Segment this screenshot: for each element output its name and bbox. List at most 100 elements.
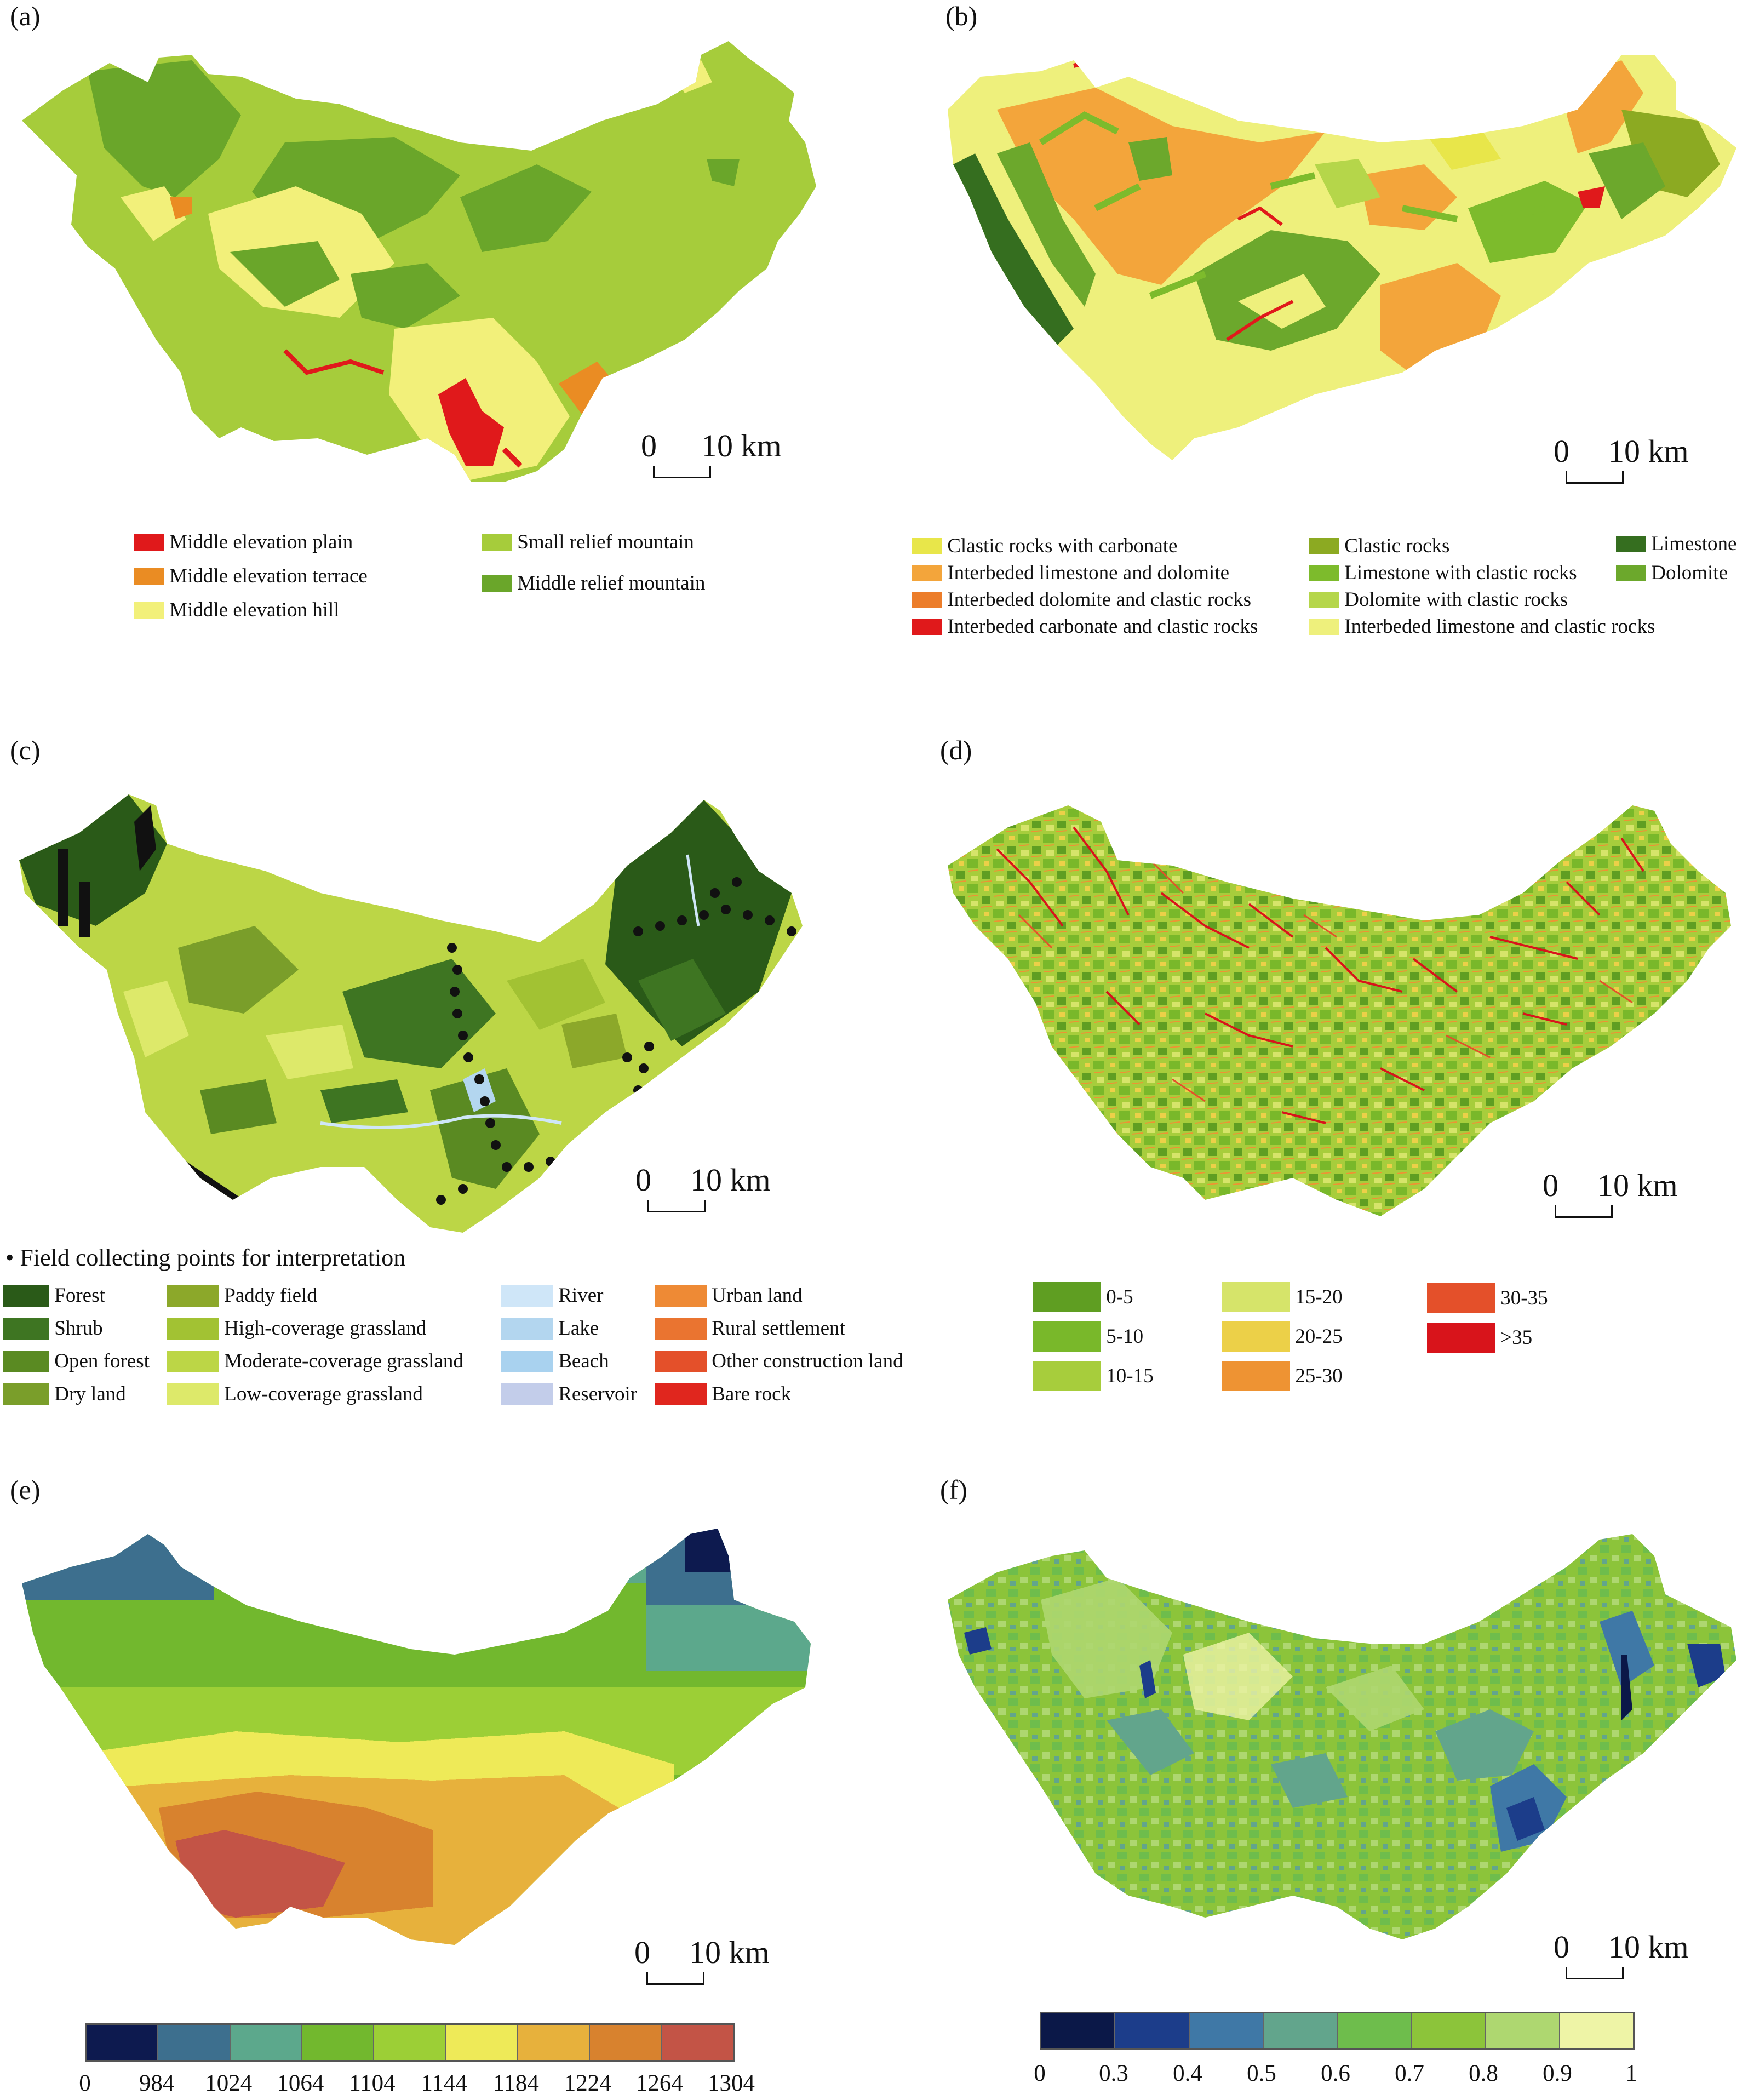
legend-swatch (167, 1350, 219, 1372)
legend-label: >35 (1500, 1326, 1533, 1349)
panel-f-colorbar-ticks: 0 0.3 0.4 0.5 0.6 0.7 0.8 0.9 1 (1034, 2060, 1637, 2090)
legend-item: 10-15 (1033, 1361, 1154, 1391)
legend-item: Other construction land (655, 1348, 903, 1373)
legend-label: Dolomite with clastic rocks (1344, 588, 1568, 611)
legend-swatch (1033, 1361, 1101, 1391)
panel-c-landuse-map (19, 794, 803, 1233)
legend-swatch (3, 1383, 49, 1405)
legend-label: Interbeded dolomite and clastic rocks (947, 588, 1252, 611)
panel-a-landform-map (22, 41, 816, 482)
colorbar-segment (1486, 2013, 1560, 2048)
legend-item: Forest (3, 1282, 105, 1307)
legend-label: Dry land (54, 1383, 126, 1406)
legend-label: Interbeded carbonate and clastic rocks (947, 615, 1258, 638)
legend-item: >35 (1427, 1323, 1532, 1353)
legend-swatch (1616, 535, 1646, 552)
legend-swatch (655, 1317, 707, 1340)
legend-swatch (912, 564, 942, 581)
panel-c-label: (c) (10, 735, 41, 765)
scale-distance-label: 10 km (701, 428, 782, 464)
colorbar-tick-label: 1 (1625, 2061, 1637, 2086)
panel-e-precipitation-map (22, 1529, 811, 1945)
legend-label: Clastic rocks (1344, 535, 1450, 558)
legend-item: Paddy field (167, 1282, 317, 1307)
legend-swatch (1616, 564, 1646, 581)
colorbar-tick-label: 0.8 (1469, 2061, 1498, 2086)
legend-item: Beach (501, 1348, 609, 1373)
legend-label: Reservoir (558, 1383, 638, 1406)
colorbar-segment (374, 2025, 446, 2060)
scale-zero-label: 0 (1554, 433, 1569, 469)
panel-f-colorbar (1040, 2012, 1635, 2050)
legend-swatch (134, 568, 164, 585)
legend-swatch (912, 591, 942, 608)
legend-label: 30-35 (1500, 1287, 1548, 1309)
panel-e-colorbar-ticks: 0 984 1024 1064 1104 1144 1184 1224 1264 1304 (79, 2070, 755, 2100)
legend-item: Clastic rocks (1309, 533, 1449, 558)
legend-label: Interbeded limestone and dolomite (947, 562, 1230, 585)
legend-swatch (655, 1284, 707, 1307)
legend-label: 15-20 (1295, 1286, 1343, 1308)
legend-item: Low-coverage grassland (167, 1381, 423, 1406)
colorbar-tick-label: 1224 (564, 2070, 611, 2096)
scale-distance-label: 10 km (1608, 1929, 1689, 1965)
legend-label: Limestone with clastic rocks (1344, 562, 1577, 585)
legend-label: Rural settlement (712, 1317, 845, 1340)
legend-item: Dry land (3, 1381, 126, 1406)
legend-swatch (1309, 618, 1339, 635)
legend-swatch (1033, 1321, 1101, 1352)
legend-item: 20-25 (1222, 1321, 1343, 1352)
colorbar-segment (518, 2025, 591, 2060)
legend-label: Lake (558, 1317, 599, 1340)
scale-distance-label: 10 km (690, 1162, 771, 1198)
legend-label: 25-30 (1295, 1365, 1343, 1387)
legend-swatch (912, 537, 942, 554)
colorbar-tick-label: 0.6 (1321, 2061, 1350, 2086)
legend-label: River (558, 1284, 604, 1307)
legend-label: 20-25 (1295, 1325, 1343, 1348)
panel-f-vegetation-map (948, 1534, 1736, 1939)
colorbar-segment (87, 2025, 159, 2060)
legend-label: Middle elevation plain (169, 531, 353, 554)
legend-item: Rural settlement (655, 1315, 845, 1340)
legend-label: Forest (54, 1284, 105, 1307)
legend-label: 5-10 (1106, 1325, 1144, 1348)
scale-zero-label: 0 (635, 1162, 651, 1198)
legend-swatch (912, 618, 942, 635)
colorbar-tick-label: 1024 (205, 2070, 253, 2096)
colorbar-segment (1560, 2013, 1633, 2048)
colorbar-tick-label: 0.3 (1099, 2061, 1128, 2086)
panel-d-slope-map (948, 805, 1731, 1216)
legend-item: Middle relief mountain (482, 570, 705, 595)
legend-item: 30-35 (1427, 1283, 1548, 1313)
legend-label: Low-coverage grassland (224, 1383, 423, 1406)
legend-swatch (482, 534, 512, 551)
legend-item: Middle elevation plain (134, 529, 353, 554)
colorbar-tick-label: 1144 (421, 2070, 467, 2096)
legend-label: Bare rock (712, 1383, 792, 1406)
legend-swatch (1222, 1282, 1290, 1312)
scale-distance-label: 10 km (1597, 1168, 1678, 1203)
legend-label: Beach (558, 1350, 609, 1373)
scale-zero-label: 0 (1554, 1929, 1569, 1965)
legend-swatch (1427, 1283, 1495, 1313)
legend-swatch (3, 1350, 49, 1372)
legend-label: Open forest (54, 1350, 150, 1373)
colorbar-segment (1115, 2013, 1190, 2048)
legend-label: Paddy field (224, 1284, 317, 1307)
legend-item: 15-20 (1222, 1282, 1343, 1312)
legend-swatch (1033, 1282, 1101, 1312)
legend-item: 0-5 (1033, 1282, 1133, 1312)
legend-swatch (655, 1383, 707, 1405)
legend-swatch (1309, 591, 1339, 608)
scale-zero-label: 0 (634, 1935, 650, 1970)
legend-label: 0-5 (1106, 1286, 1133, 1308)
legend-label: High-coverage grassland (224, 1317, 427, 1340)
colorbar-segment (158, 2025, 231, 2060)
colorbar-tick-label: 984 (139, 2070, 175, 2096)
legend-item: Limestone (1616, 530, 1736, 556)
panel-e-scale-bar: 0 10 km (634, 1934, 799, 1994)
legend-label: Other construction land (712, 1350, 903, 1373)
legend-item: Interbeded limestone and dolomite (912, 559, 1229, 585)
legend-item: Small relief mountain (482, 529, 694, 554)
